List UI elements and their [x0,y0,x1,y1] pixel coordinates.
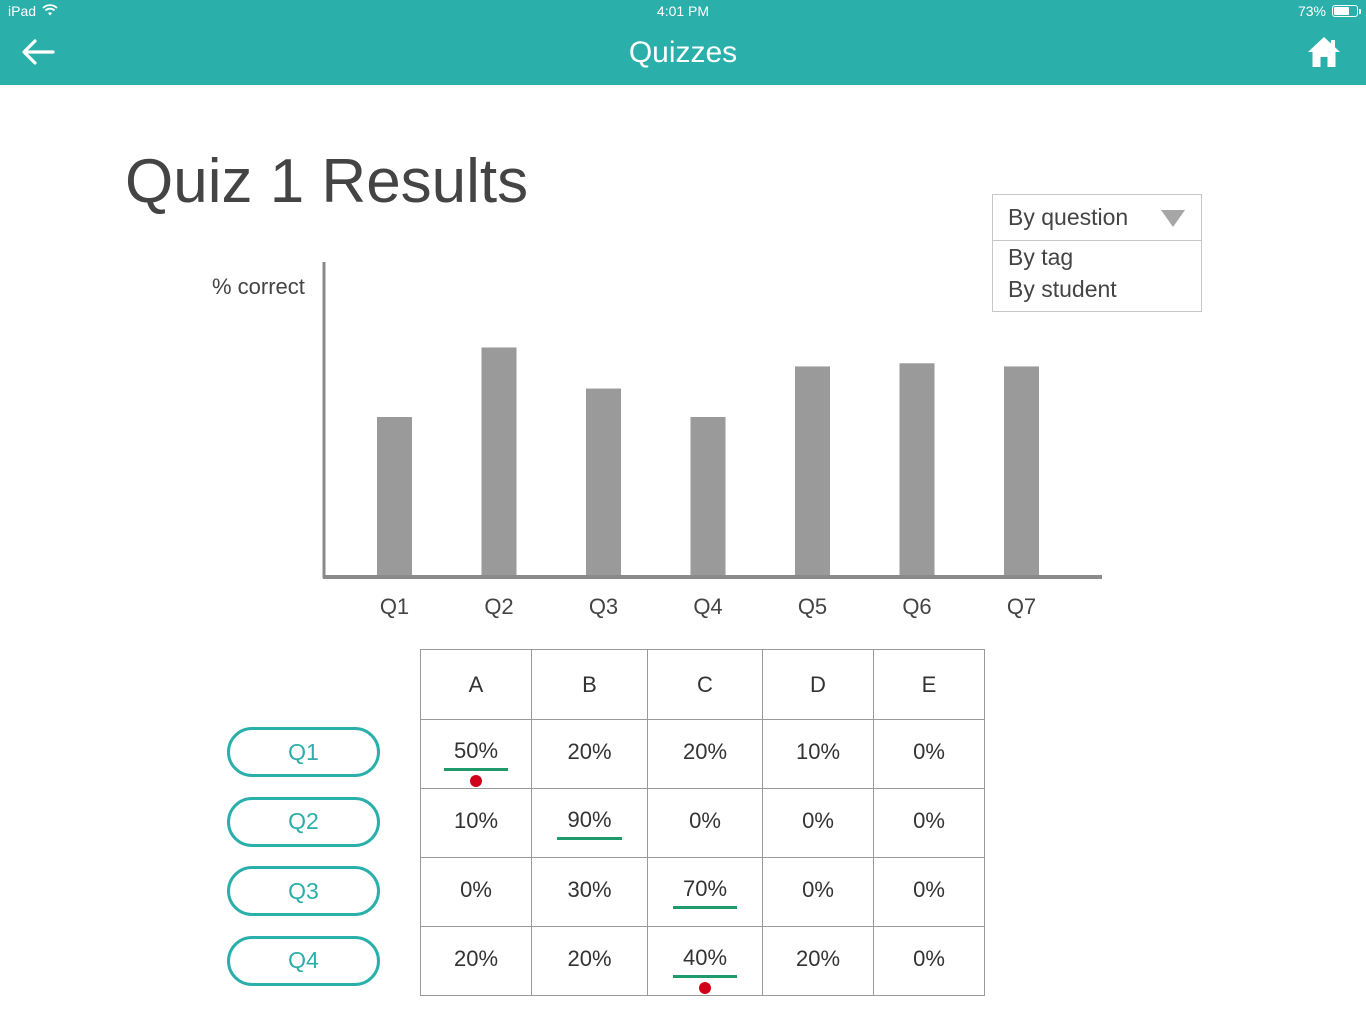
dropdown-selected-label: By question [1008,204,1129,230]
answer-value: 20% [453,946,499,971]
table-cell: 0% [762,788,874,858]
answer-value: 0% [689,808,721,833]
bar-q5 [795,366,830,575]
table-cell: 0% [873,926,985,996]
bar-q4 [690,417,726,575]
red-dot-marker [469,774,482,787]
table-row: 0% 30% 70% 0% 0% [420,857,985,927]
battery-level-fill [1334,7,1350,15]
table-cell: 20% [647,719,763,789]
bar-chart: Q1 Q2 Q3 Q4 Q5 Q6 Q7 [322,262,1102,619]
answer-value: 0% [913,808,945,833]
battery-icon [1332,5,1361,17]
chart-y-axis-label: % correct [212,274,305,299]
table-cell: 0% [873,857,985,927]
battery-tip [1359,9,1361,14]
x-tick-label-q6: Q6 [902,594,931,619]
x-tick-label-q4: Q4 [693,594,722,619]
column-header-c: C [647,649,763,720]
red-dot-marker [698,981,711,994]
dropdown-selected-value[interactable]: By question [993,195,1201,241]
x-tick-label-q3: Q3 [589,594,618,619]
x-tick-label-q1: Q1 [380,594,409,619]
question-button-q3[interactable]: Q3 [227,866,380,916]
table-cell: 30% [531,857,648,927]
home-icon [1308,37,1340,67]
question-button-q2[interactable]: Q2 [227,796,380,847]
home-button[interactable] [1306,34,1342,70]
correct-answer-value: 90% [557,807,622,840]
table-cell: 20% [531,719,648,789]
table-cell: 20% [420,926,532,996]
answer-value: 20% [567,739,612,764]
page-title: Quiz 1 Results [125,147,529,216]
table-cell: 20% [762,926,874,996]
correct-answer-value: 50% [443,738,509,787]
table-cell: 20% [531,926,648,996]
column-header-b: B [531,649,648,720]
column-header-a: A [420,649,532,720]
correct-answer-value: 70% [672,876,738,909]
answer-value: 20% [682,739,728,764]
answer-value: 0% [802,877,834,902]
back-button[interactable] [20,36,56,68]
dropdown-option-by-tag[interactable]: By tag [1008,244,1074,270]
question-button-q1[interactable]: Q1 [227,727,380,777]
battery-percent: 73% [1297,3,1326,19]
x-tick-label-q5: Q5 [798,594,827,619]
question-button-q4[interactable]: Q4 [227,935,380,986]
table-cell: 50% [420,719,532,789]
arrow-left-icon [22,39,55,65]
table-cell: 90% [531,788,648,858]
table-cell: 0% [762,857,874,927]
table-row: 20% 20% 40% 20% 0% [420,926,985,996]
answer-value: 0% [913,877,945,902]
answer-value: 20% [567,946,612,971]
status-bar-right: 73% [1297,3,1361,19]
answer-value: 10% [453,808,499,833]
device-label: iPad [8,3,37,19]
answer-value: 30% [567,877,612,902]
table-cell: 10% [762,719,874,789]
bar-q3 [586,388,621,575]
table-cell: 0% [873,788,985,858]
status-time: 4:01 PM [656,3,710,19]
nav-title: Quizzes [628,36,738,69]
dropdown-option-by-student[interactable]: By student [1008,276,1117,302]
column-header-e: E [873,649,985,720]
table-cell: 70% [647,857,763,927]
bar-q2 [481,347,517,575]
answer-value: 20% [795,946,841,971]
table-cell: 0% [873,719,985,789]
table-cell: 0% [647,788,763,858]
top-navigation-bar: iPad 4:01 PM 73% Quizzes [0,0,1366,85]
answer-value: 10% [795,739,841,764]
answer-value: 0% [913,739,945,764]
answer-value: 0% [802,808,834,833]
x-tick-label-q7: Q7 [1007,594,1036,619]
answer-value: 0% [913,946,945,971]
table-row: 50% 20% 20% 10% 0% [420,719,985,789]
view-mode-dropdown[interactable]: By question By tag By student [992,194,1202,312]
bar-q1 [377,417,412,575]
bar-q7 [1004,366,1039,575]
table-cell: 10% [420,788,532,858]
triangle-down-icon [1161,210,1185,227]
column-header-d: D [762,649,874,720]
answer-value: 0% [460,877,492,902]
correct-answer-value: 40% [672,945,738,994]
status-bar-left: iPad [8,3,58,19]
bar-q6 [899,363,935,575]
table-cell: 40% [647,926,763,996]
x-tick-label-q2: Q2 [484,594,513,619]
table-row: 10% 90% 0% 0% 0% [420,788,985,858]
table-cell: 0% [420,857,532,927]
wifi-icon [42,3,58,19]
